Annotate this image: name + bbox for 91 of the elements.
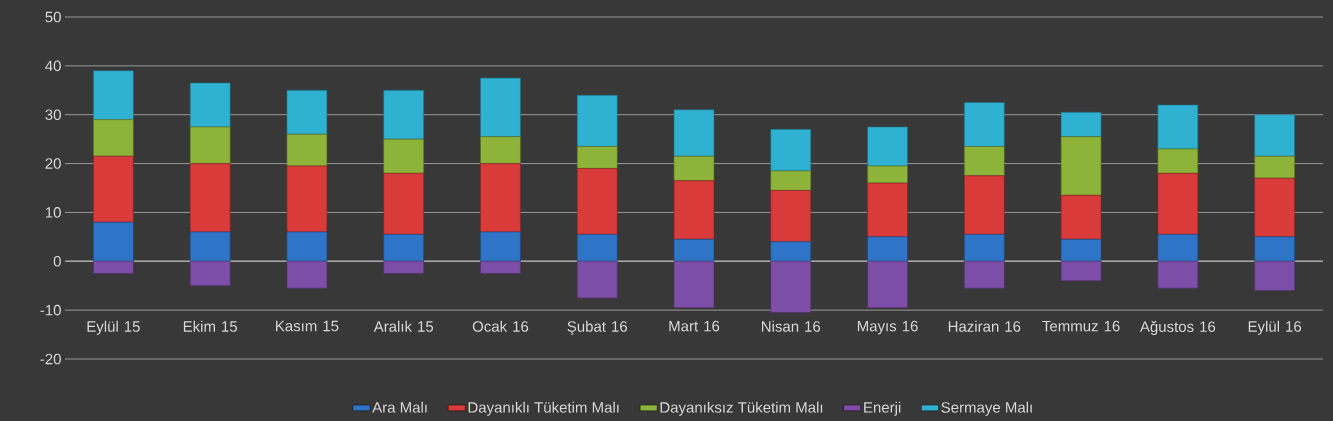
bar: [189, 260, 231, 287]
bar: [673, 239, 715, 262]
x-tick-label: Nisan 16: [761, 320, 821, 332]
bar: [1157, 260, 1199, 289]
bar: [867, 126, 908, 167]
x-tick-label: Mayıs 16: [857, 320, 918, 335]
bar: [286, 231, 328, 262]
bar: [1254, 114, 1295, 157]
bar: [286, 165, 328, 233]
legend-label: Sermaye Malı: [941, 401, 1032, 416]
x-tick-label: Ekim 15: [183, 320, 238, 332]
bar: [286, 133, 328, 167]
legend-label: Ara Malı: [372, 401, 427, 413]
bar: [1157, 234, 1199, 262]
bar: [770, 129, 812, 172]
bar: [189, 231, 231, 262]
bar: [673, 155, 715, 181]
bar: [1157, 148, 1199, 174]
bar: [93, 119, 134, 157]
bar: [189, 126, 231, 164]
x-tick-label: Eylül 15: [87, 320, 140, 335]
x-tick-label: Haziran 16: [948, 320, 1021, 332]
bar: [576, 260, 618, 299]
bar: [383, 234, 424, 262]
bar: [1157, 104, 1199, 150]
legend-label: Dayanıksız Tüketim Malı: [660, 401, 823, 416]
x-tick-label: Ağustos 16: [1139, 320, 1216, 335]
x-tick-label: Temmuz 16: [1042, 320, 1120, 332]
bar: [383, 138, 424, 174]
x-tick-label: Şubat 16: [567, 320, 628, 335]
bar: [480, 163, 521, 233]
y-tick-label: 50: [45, 11, 61, 23]
bar: [480, 136, 521, 164]
bar: [964, 260, 1005, 289]
bar: [189, 163, 231, 233]
bar: [964, 175, 1005, 235]
y-tick-label: 20: [45, 158, 61, 169]
bar: [867, 236, 908, 262]
bar: [770, 241, 812, 262]
bar: [576, 94, 618, 147]
bar: [867, 182, 908, 238]
bar: [1254, 155, 1295, 179]
bar: [964, 234, 1005, 262]
bar: [576, 146, 618, 169]
bar: [383, 173, 424, 235]
bar: [1254, 236, 1295, 262]
bar: [1060, 136, 1102, 196]
bar: [480, 260, 521, 274]
bar: [964, 146, 1005, 177]
bar: [770, 260, 812, 313]
bar: [383, 89, 424, 140]
bar: [673, 109, 715, 157]
y-tick-label: 30: [45, 109, 61, 121]
bar: [673, 180, 715, 240]
legend-label: Dayanıklı Tüketim Malı: [468, 401, 619, 416]
bar: [93, 70, 134, 120]
bar: [1157, 173, 1199, 235]
y-tick-label: 0: [53, 255, 61, 267]
bar: [189, 82, 231, 128]
bar: [93, 260, 134, 274]
y-tick-label: -10: [40, 304, 61, 316]
bar: [1060, 260, 1102, 282]
bar: [480, 231, 521, 262]
x-tick-label: Aralık 15: [373, 320, 434, 332]
y-tick-label: -20: [40, 353, 61, 365]
bar: [867, 165, 908, 184]
bar: [93, 221, 134, 262]
bar: [1060, 239, 1102, 262]
bar: [964, 102, 1005, 147]
y-tick-label: 40: [45, 60, 61, 72]
bar: [286, 260, 328, 289]
bar: [576, 234, 618, 262]
bar: [867, 260, 908, 308]
bar: [383, 260, 424, 274]
x-tick-label: Eylül 16: [1248, 320, 1302, 335]
bar: [93, 155, 134, 223]
bar: [286, 89, 328, 135]
legend-label: Enerji: [864, 401, 901, 416]
y-tick-label: 10: [45, 207, 61, 218]
bar: [576, 168, 618, 235]
bar: [1254, 260, 1295, 291]
x-tick-label: Kasım 15: [276, 320, 339, 332]
bar: [1060, 111, 1102, 137]
bar: [1254, 177, 1295, 238]
bar: [770, 190, 812, 243]
bar: [480, 77, 521, 137]
bar: [673, 260, 715, 308]
bar: [770, 170, 812, 191]
x-tick-label: Ocak 16: [472, 320, 529, 332]
x-tick-label: Mart 16: [669, 320, 720, 332]
bar: [1060, 195, 1102, 240]
